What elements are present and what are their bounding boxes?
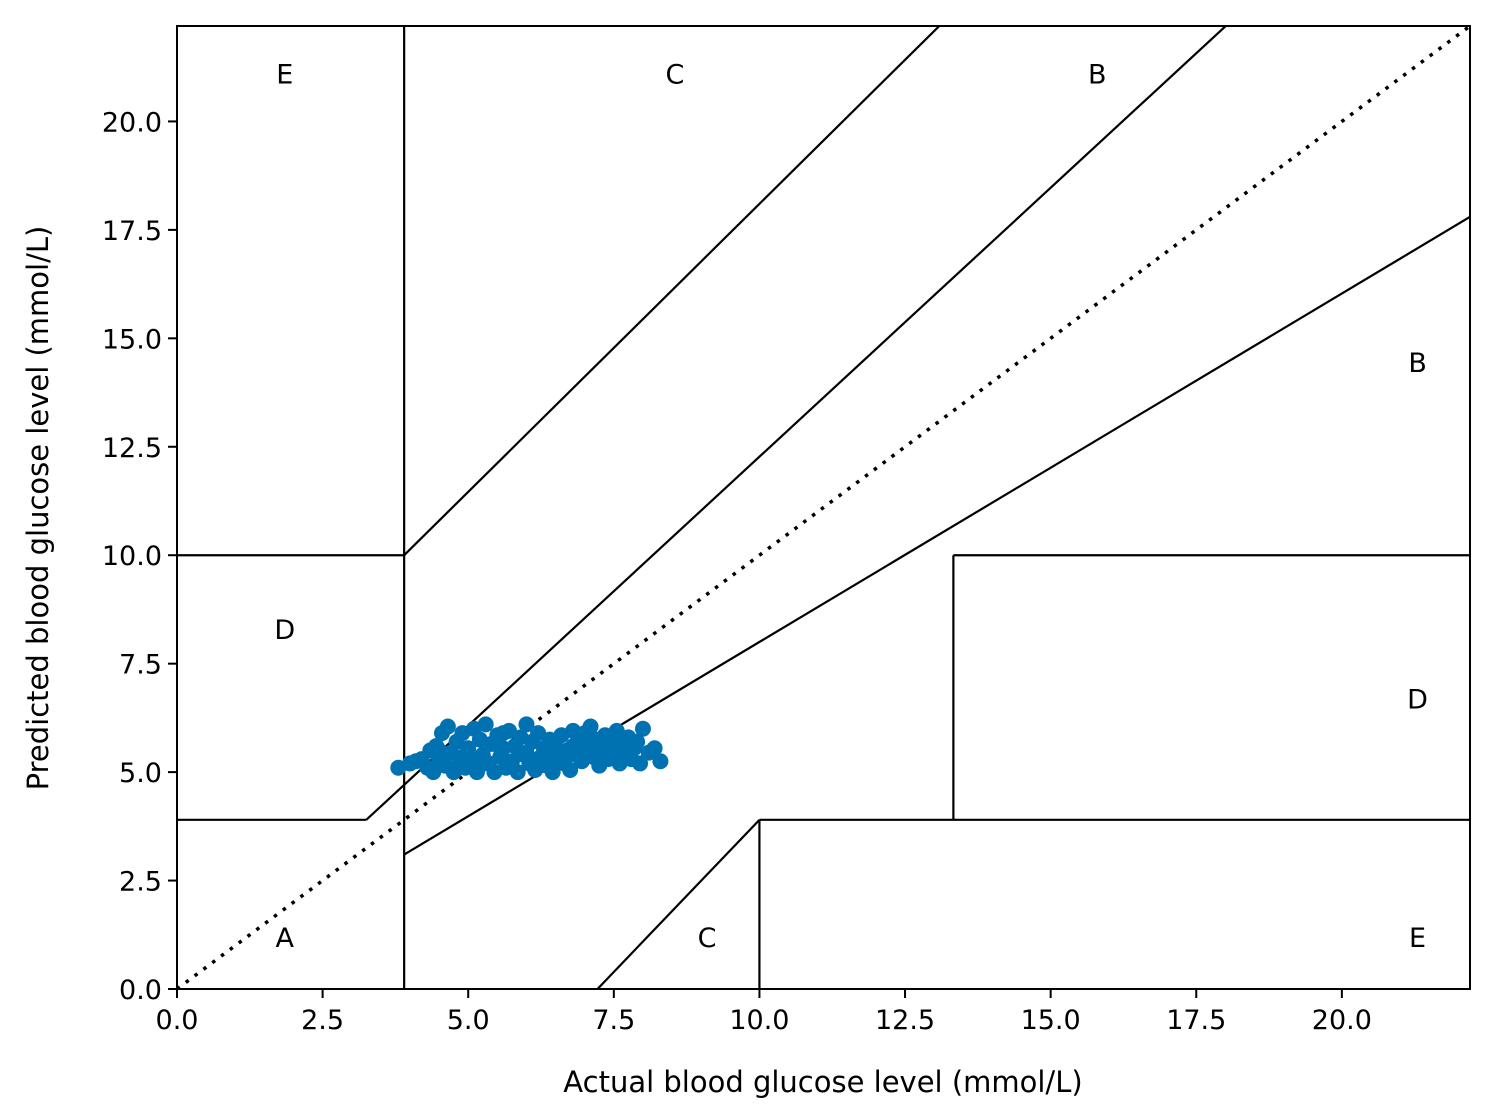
data-point bbox=[477, 716, 494, 733]
data-point bbox=[646, 740, 663, 757]
zone-label-e: E bbox=[1409, 923, 1426, 954]
x-tick-label: 5.0 bbox=[447, 1005, 490, 1036]
data-point bbox=[509, 764, 526, 781]
data-point bbox=[471, 757, 488, 774]
y-tick-label: 5.0 bbox=[119, 758, 162, 789]
data-point bbox=[439, 718, 456, 735]
data-point bbox=[608, 722, 625, 739]
y-axis-label: Predicted blood glucose level (mmol/L) bbox=[21, 226, 55, 791]
x-tick-label: 17.5 bbox=[1166, 1005, 1226, 1036]
x-tick-label: 20.0 bbox=[1312, 1005, 1372, 1036]
plot-area-frame bbox=[176, 25, 1471, 990]
data-point bbox=[431, 742, 448, 759]
x-tick-label: 7.5 bbox=[592, 1005, 635, 1036]
zone-lines bbox=[177, 26, 1470, 989]
scatter-points bbox=[390, 716, 669, 781]
zone-labels: E C B D B D A C E bbox=[274, 60, 1428, 954]
y-tick-label: 2.5 bbox=[119, 867, 162, 898]
zone-boundary-line bbox=[403, 26, 941, 556]
data-point bbox=[544, 764, 561, 781]
data-point bbox=[530, 725, 547, 742]
data-point bbox=[495, 725, 512, 742]
data-point bbox=[582, 718, 599, 735]
data-point bbox=[518, 716, 535, 733]
zone-label-a: A bbox=[276, 923, 295, 954]
zone-label-b: B bbox=[1408, 348, 1427, 379]
x-tick-label: 12.5 bbox=[875, 1005, 935, 1036]
data-point bbox=[652, 753, 669, 770]
y-tick-label: 17.5 bbox=[102, 216, 162, 247]
data-point bbox=[425, 764, 442, 781]
zone-label-c: C bbox=[698, 923, 717, 954]
data-point bbox=[541, 748, 558, 765]
y-tick-label: 7.5 bbox=[119, 650, 162, 681]
data-point bbox=[565, 738, 582, 755]
y-tick-label: 20.0 bbox=[102, 107, 162, 138]
data-point bbox=[629, 733, 646, 750]
y-tick-label: 10.0 bbox=[102, 541, 162, 572]
data-point bbox=[562, 761, 579, 778]
zone-label-e: E bbox=[276, 60, 293, 91]
y-tick-label: 15.0 bbox=[102, 324, 162, 355]
x-tick-label: 2.5 bbox=[301, 1005, 344, 1036]
data-point bbox=[454, 748, 471, 765]
zone-boundary-line bbox=[365, 26, 1228, 821]
zone-label-d: D bbox=[1407, 684, 1428, 715]
data-point bbox=[634, 720, 651, 737]
y-axis-ticks: 0.0 2.5 5.0 7.5 10.0 12.5 15.0 17.5 20.0 bbox=[102, 107, 177, 1006]
zone-label-c: C bbox=[666, 60, 685, 91]
x-axis-label: Actual blood glucose level (mmol/L) bbox=[563, 1065, 1082, 1099]
data-point bbox=[632, 755, 649, 772]
zone-label-b: B bbox=[1088, 60, 1107, 91]
x-axis-ticks: 0.0 2.5 5.0 7.5 10.0 12.5 15.0 17.5 20.0 bbox=[156, 989, 1372, 1036]
y-tick-label: 12.5 bbox=[102, 433, 162, 464]
zone-boundary-line bbox=[596, 819, 761, 989]
data-point bbox=[518, 744, 535, 761]
x-tick-label: 0.0 bbox=[156, 1005, 199, 1036]
data-point bbox=[588, 746, 605, 763]
x-tick-label: 10.0 bbox=[729, 1005, 789, 1036]
identity-line bbox=[177, 26, 1470, 989]
zone-label-d: D bbox=[274, 615, 295, 646]
y-tick-label: 0.0 bbox=[119, 975, 162, 1006]
x-tick-label: 15.0 bbox=[1021, 1005, 1081, 1036]
